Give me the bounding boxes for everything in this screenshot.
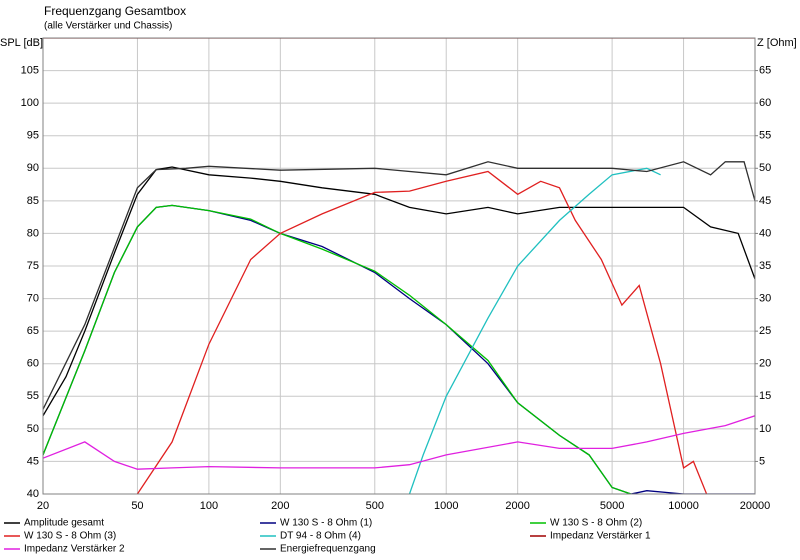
y2-tick-label: 35 <box>759 260 771 272</box>
y2-tick-label: 50 <box>759 162 771 174</box>
legend-label: Energiefrequenzgang <box>280 544 376 555</box>
legend-label: W 130 S - 8 Ohm (1) <box>280 518 372 529</box>
y2-tick-label: 60 <box>759 97 771 109</box>
y-tick-label: 90 <box>27 162 39 174</box>
x-tick-label: 20 <box>37 500 49 512</box>
y2-tick-label: 5 <box>759 455 765 467</box>
y2-tick-label: 30 <box>759 292 771 304</box>
series-line <box>43 204 632 494</box>
y-tick-label: 55 <box>27 390 39 402</box>
y-tick-label: 45 <box>27 455 39 467</box>
y-tick-label: 65 <box>27 325 39 337</box>
y-tick-label: 75 <box>27 260 39 272</box>
y-tick-label: 95 <box>27 130 39 142</box>
y2-tick-label: 20 <box>759 358 771 370</box>
y2-tick-label: 40 <box>759 227 771 239</box>
y2-axis-label: Z [Ohm] <box>757 37 797 49</box>
y-tick-label: 85 <box>27 195 39 207</box>
y-tick-label: 40 <box>27 488 39 500</box>
y-axis-label: SPL [dB] <box>0 37 43 49</box>
x-tick-label: 10000 <box>668 500 699 512</box>
x-tick-label: 100 <box>200 500 218 512</box>
series-line <box>408 167 661 494</box>
chart-subtitle: (alle Verstärker und Chassis) <box>44 21 172 32</box>
legend-label: Impedanz Verstärker 1 <box>550 531 651 542</box>
legend-label: W 130 S - 8 Ohm (3) <box>24 531 116 542</box>
y2-tick-label: 15 <box>759 390 771 402</box>
y-tick-label: 60 <box>27 358 39 370</box>
y2-tick-label: 45 <box>759 195 771 207</box>
legend-label: W 130 S - 8 Ohm (2) <box>550 518 642 529</box>
x-tick-label: 5000 <box>600 500 624 512</box>
legend-label: DT 94 - 8 Ohm (4) <box>280 531 361 542</box>
x-tick-label: 2000 <box>505 500 529 512</box>
y2-tick-label: 25 <box>759 325 771 337</box>
x-tick-label: 500 <box>366 500 384 512</box>
x-tick-label: 1000 <box>434 500 458 512</box>
legend-label: Amplitude gesamt <box>24 518 104 529</box>
y-tick-label: 100 <box>21 97 39 109</box>
y-tick-label: 80 <box>27 227 39 239</box>
x-tick-label: 50 <box>131 500 143 512</box>
series-line <box>43 166 755 417</box>
x-tick-label: 20000 <box>740 500 771 512</box>
lines <box>43 38 755 494</box>
y-tick-label: 50 <box>27 423 39 435</box>
series-line <box>43 161 755 410</box>
series-line <box>43 415 755 470</box>
y2-tick-label: 55 <box>759 130 771 142</box>
y-tick-label: 105 <box>21 64 39 76</box>
y-tick-label: 70 <box>27 292 39 304</box>
legend-label: Impedanz Verstärker 2 <box>24 544 125 555</box>
y2-tick-label: 65 <box>759 64 771 76</box>
y2-tick-label: 10 <box>759 423 771 435</box>
series-line <box>136 170 708 494</box>
chart-title: Frequenzgang Gesamtbox <box>44 4 186 18</box>
x-tick-label: 200 <box>271 500 289 512</box>
